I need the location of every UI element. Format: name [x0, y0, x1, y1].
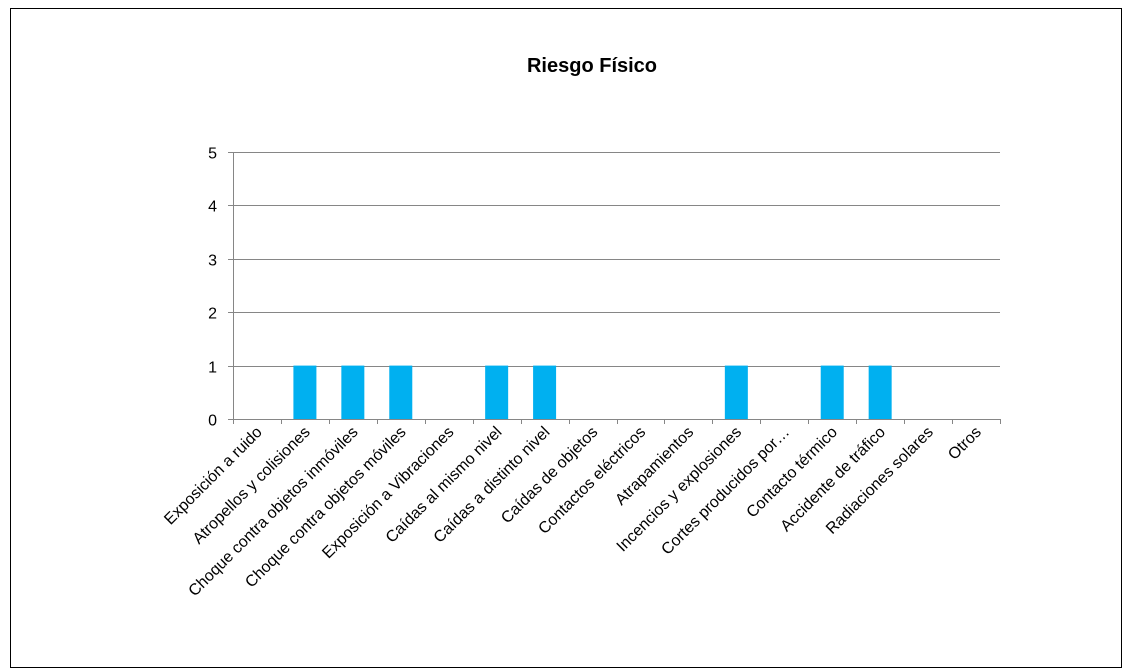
y-tick-label: 4	[208, 199, 217, 216]
chart-title: Riesgo Físico	[527, 55, 657, 77]
bar	[868, 365, 892, 419]
bar-chart: Riesgo Físico 0 1 2 3 4 5 Exposición a ruidoA…	[161, 55, 1001, 600]
x-tick-label: Choque contra objetos inmóviles	[186, 424, 362, 600]
gridlines	[233, 152, 1000, 367]
chart-frame	[10, 8, 1122, 668]
bar	[820, 365, 844, 419]
bar	[389, 365, 413, 419]
y-axis: 0 1 2 3 4 5	[208, 146, 234, 430]
y-tick-label: 5	[208, 146, 217, 163]
bar	[293, 365, 317, 419]
bar	[485, 365, 509, 419]
y-tick-label: 0	[208, 413, 217, 430]
bars	[293, 365, 892, 419]
x-tick-label: Otros	[945, 424, 985, 464]
y-tick-label: 1	[208, 360, 217, 377]
x-tick-label: Contacto térmico	[744, 424, 842, 522]
bar	[533, 365, 557, 419]
y-tick-label: 3	[208, 253, 217, 270]
bar	[724, 365, 748, 419]
y-tick-label: 2	[208, 306, 217, 323]
bar	[341, 365, 365, 419]
